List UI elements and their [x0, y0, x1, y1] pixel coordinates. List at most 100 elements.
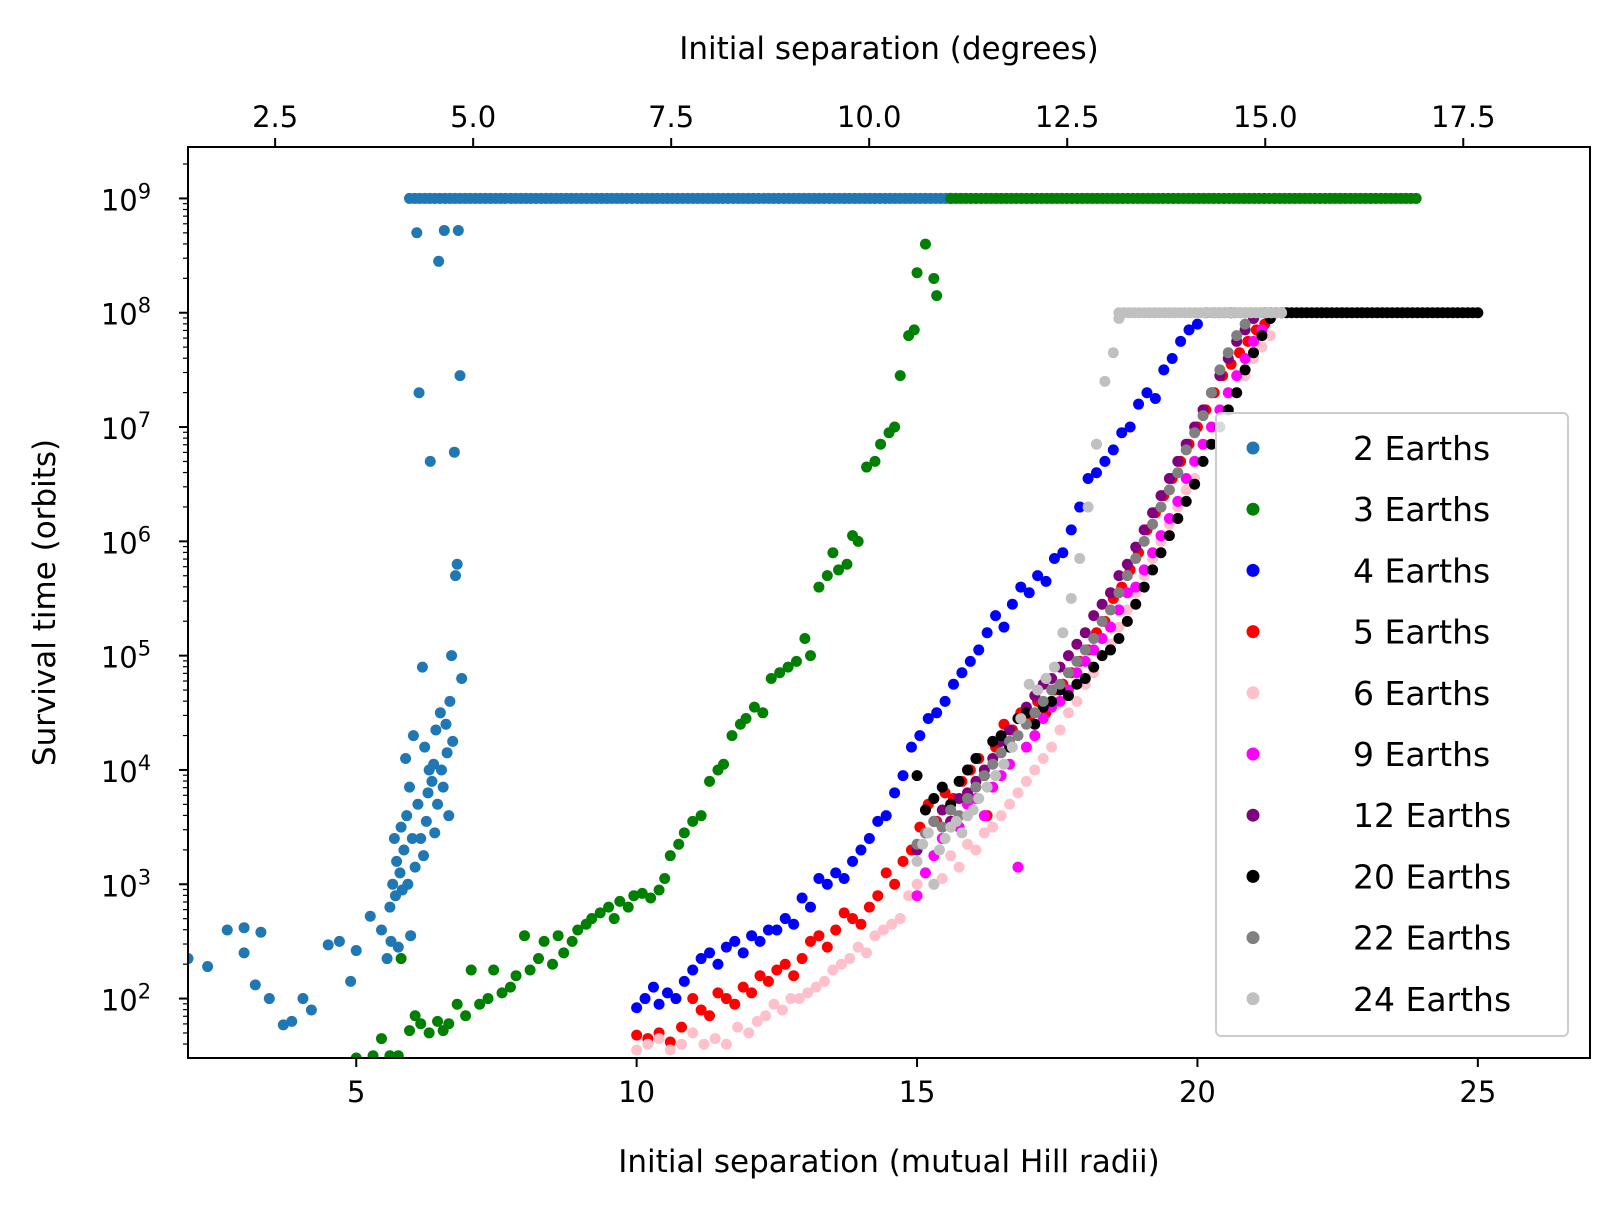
x-tick-label: 10	[618, 1075, 655, 1109]
data-point	[990, 610, 1002, 622]
data-point	[678, 975, 690, 987]
data-point	[1079, 627, 1091, 639]
data-point	[830, 867, 842, 879]
data-point	[835, 958, 847, 970]
data-point	[897, 855, 909, 867]
data-point	[384, 1050, 396, 1058]
data-point	[429, 827, 441, 839]
data-point	[698, 1038, 710, 1050]
data-point	[645, 892, 657, 904]
data-point	[1197, 410, 1209, 422]
data-point	[460, 1010, 472, 1022]
legend-label: 22 Earths	[1353, 919, 1511, 958]
series-3-earths	[350, 192, 1422, 1058]
data-point	[402, 878, 414, 890]
data-point	[1105, 604, 1117, 616]
data-point	[1472, 307, 1484, 319]
series-5-earths	[631, 307, 1282, 1048]
data-point	[636, 887, 648, 899]
data-point	[894, 913, 906, 925]
data-point	[305, 1004, 317, 1016]
data-point	[782, 661, 794, 673]
data-point	[1222, 387, 1234, 399]
data-point	[967, 804, 979, 816]
data-point	[953, 861, 965, 873]
data-point	[482, 993, 494, 1005]
data-point	[889, 878, 901, 890]
data-point	[1023, 678, 1035, 690]
data-point	[1130, 541, 1142, 553]
data-point	[1090, 438, 1102, 450]
data-point	[894, 370, 906, 382]
data-point	[400, 753, 412, 765]
data-point	[432, 798, 444, 810]
data-point	[1065, 524, 1077, 536]
data-point	[435, 764, 447, 776]
data-point	[221, 924, 233, 936]
data-point	[375, 924, 387, 936]
data-point	[718, 758, 730, 770]
data-point	[704, 775, 716, 787]
data-point	[631, 1002, 643, 1014]
data-point	[1079, 644, 1091, 656]
data-point	[945, 804, 957, 816]
data-point	[406, 833, 418, 845]
data-point	[1163, 472, 1175, 484]
data-point	[1130, 581, 1142, 593]
data-point	[754, 935, 766, 947]
data-point	[430, 724, 442, 736]
data-point	[931, 290, 943, 302]
data-point	[768, 998, 780, 1010]
data-point	[415, 833, 427, 845]
data-point	[1189, 478, 1201, 490]
data-point	[987, 758, 999, 770]
data-point	[510, 970, 522, 982]
data-point	[911, 855, 923, 867]
data-point	[395, 953, 407, 965]
x-tick-label: 15	[899, 1075, 936, 1109]
y-tick-label: 106	[101, 522, 151, 560]
data-point	[1006, 598, 1018, 610]
data-point	[911, 890, 923, 902]
data-point	[661, 987, 673, 999]
data-point	[238, 947, 250, 959]
data-point	[1065, 592, 1077, 604]
data-point	[350, 945, 362, 957]
data-point	[381, 953, 393, 965]
data-point	[631, 1029, 643, 1041]
data-point	[695, 953, 707, 965]
data-point	[558, 947, 570, 959]
data-point	[388, 833, 400, 845]
data-point	[572, 924, 584, 936]
data-point	[1057, 627, 1069, 639]
data-point	[950, 815, 962, 827]
data-point	[1062, 667, 1074, 679]
top-x-tick-label: 12.5	[1035, 100, 1100, 134]
data-point	[547, 958, 559, 970]
data-point	[995, 730, 1007, 742]
data-point	[838, 873, 850, 885]
data-point	[1074, 501, 1086, 513]
data-point	[1180, 495, 1192, 507]
data-point	[1088, 633, 1100, 645]
top-x-tick-label: 17.5	[1431, 100, 1496, 134]
data-point	[434, 707, 446, 719]
data-point	[863, 833, 875, 845]
data-point	[416, 661, 428, 673]
data-point	[1172, 512, 1184, 524]
data-point	[653, 884, 665, 896]
data-point	[1012, 861, 1024, 873]
data-point	[790, 655, 802, 667]
data-point	[1071, 678, 1083, 690]
data-point	[418, 850, 430, 862]
data-point	[760, 1010, 772, 1022]
data-point	[855, 918, 867, 930]
top-x-tick-label: 15.0	[1233, 100, 1298, 134]
data-point	[922, 713, 934, 725]
data-point	[911, 770, 923, 782]
data-point	[1048, 552, 1060, 564]
data-point	[322, 939, 334, 951]
data-point	[748, 701, 760, 713]
data-point	[255, 926, 267, 938]
data-point	[987, 821, 999, 833]
